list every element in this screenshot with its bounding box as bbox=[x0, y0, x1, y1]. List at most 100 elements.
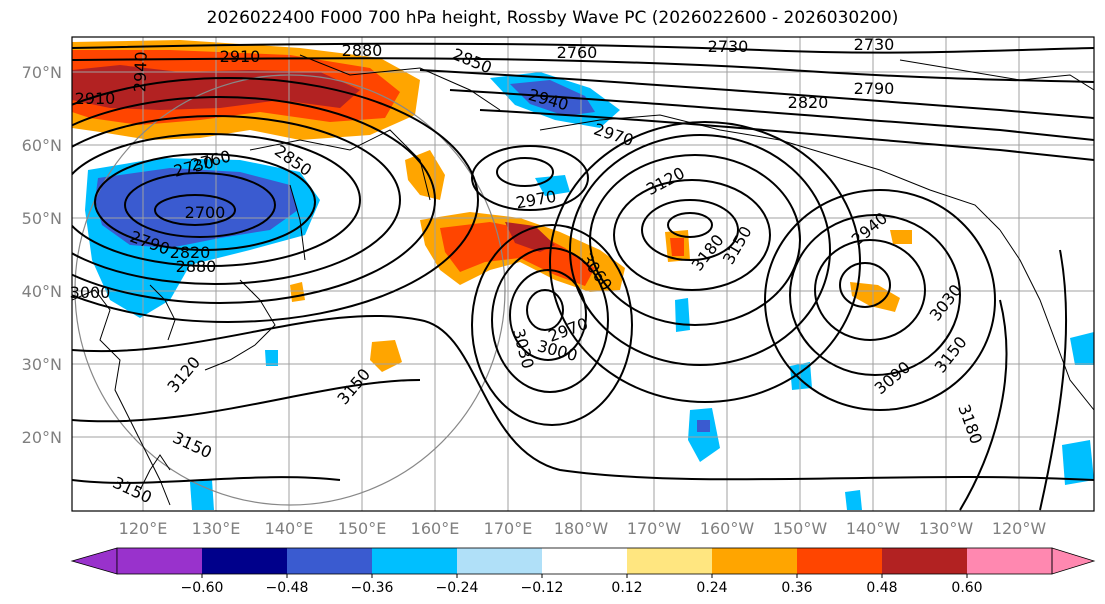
low-asia-2 bbox=[124, 172, 276, 238]
contour-label: 2880 bbox=[342, 41, 383, 60]
anomaly-positive-kamchatka bbox=[405, 150, 445, 200]
colorbar-segment bbox=[797, 548, 882, 574]
lon-label: 160°E bbox=[411, 519, 460, 538]
contour-tropics-3 bbox=[72, 476, 341, 484]
contour-label: 2730 bbox=[854, 35, 895, 54]
high-central-2 bbox=[641, 199, 739, 261]
low-pacific-4 bbox=[471, 224, 633, 426]
lat-label: 60°N bbox=[22, 136, 62, 155]
colorbar-segment bbox=[287, 548, 372, 574]
coast-philippines bbox=[139, 454, 171, 491]
lon-label: 180°W bbox=[554, 519, 609, 538]
anomaly-negative-small-9 bbox=[265, 350, 278, 366]
anomaly-positive-small-2 bbox=[670, 238, 684, 256]
anomaly-negative-small-2 bbox=[675, 298, 690, 332]
high-east-4 bbox=[764, 189, 996, 411]
colorbar-tick: −0.48 bbox=[266, 580, 309, 596]
map-title: 2026022400 F000 700 hPa height, Rossby W… bbox=[206, 8, 899, 28]
colorbar-segment bbox=[457, 548, 542, 574]
high-east-3 bbox=[789, 214, 961, 376]
contour-label: 2910 bbox=[75, 89, 116, 108]
high-central-5 bbox=[569, 134, 831, 366]
contour-label: 3150 bbox=[931, 333, 971, 377]
low-bering-2 bbox=[471, 145, 589, 211]
colorbar-tick: 0.12 bbox=[611, 580, 642, 596]
colorbar-tick: −0.24 bbox=[436, 580, 479, 596]
lon-label: 140°E bbox=[265, 519, 314, 538]
low-bering-1 bbox=[496, 157, 554, 187]
coast-asia bbox=[72, 289, 171, 506]
contour-label: 3150 bbox=[333, 365, 374, 408]
map-frame bbox=[71, 36, 1095, 512]
contour-label: 2760 bbox=[557, 43, 598, 62]
lat-label: 70°N bbox=[22, 63, 62, 82]
colorbar-tick: 0.60 bbox=[951, 580, 982, 596]
lon-label: 140°W bbox=[846, 519, 901, 538]
contour-east-2 bbox=[1039, 249, 1068, 511]
contour-label: 3000 bbox=[535, 336, 579, 365]
low-pacific-2 bbox=[509, 269, 587, 361]
lon-label: 170°W bbox=[627, 519, 682, 538]
contour-arctic-5 bbox=[479, 109, 1094, 161]
anomaly-negative-small-7 bbox=[1070, 332, 1094, 365]
latitude-labels: 70°N 60°N 50°N 40°N 30°N 20°N bbox=[22, 63, 62, 447]
anomaly-negative-small-1 bbox=[535, 175, 570, 196]
contour-label: 3180 bbox=[954, 402, 986, 447]
high-central-3 bbox=[613, 179, 771, 291]
contour-label: 2820 bbox=[170, 243, 211, 262]
lon-label: 150°E bbox=[338, 519, 387, 538]
lat-label: 30°N bbox=[22, 355, 62, 374]
contour-arctic-3 bbox=[419, 69, 1094, 119]
colorbar-segment bbox=[627, 548, 712, 574]
low-asia-3 bbox=[94, 153, 316, 251]
colorbar-tick: 0.24 bbox=[696, 580, 727, 596]
coast-alaska bbox=[539, 114, 1001, 231]
colorbar-tick: −0.36 bbox=[351, 580, 394, 596]
lon-label: 150°W bbox=[773, 519, 828, 538]
low-asia-1 bbox=[154, 194, 236, 226]
coast-korea bbox=[149, 284, 176, 341]
lon-label: 160°W bbox=[700, 519, 755, 538]
colorbar-tick: 0.48 bbox=[866, 580, 897, 596]
contour-label: 3150 bbox=[170, 428, 215, 462]
high-east-1 bbox=[839, 262, 891, 308]
contour-tropics-2 bbox=[72, 379, 421, 423]
colorbar-segment bbox=[372, 548, 457, 574]
anomaly-positive-small-6 bbox=[290, 282, 305, 302]
contour-label: 2940 bbox=[130, 51, 150, 92]
colorbar-segment bbox=[882, 548, 967, 574]
anomaly-negative-bering-core bbox=[510, 80, 595, 116]
contour-label: 2820 bbox=[788, 93, 829, 112]
colorbar-extend-low bbox=[70, 547, 118, 575]
colorbar-extend-high bbox=[1051, 547, 1096, 575]
coast-nw-america bbox=[999, 229, 1094, 411]
contour-label: 2880 bbox=[176, 257, 217, 276]
height-contours bbox=[72, 42, 1094, 511]
colorbar: −0.60 −0.48 −0.36 −0.24 −0.12 0.12 0.24 … bbox=[70, 547, 1096, 596]
longitude-labels: 120°E 130°E 140°E 150°E 160°E 170°E 180°… bbox=[119, 519, 1047, 538]
low-asia-7 bbox=[72, 77, 479, 323]
anomaly-positive-small-4 bbox=[890, 230, 912, 244]
coast-sakhalin bbox=[289, 184, 306, 261]
contour-label: 2700 bbox=[185, 203, 226, 222]
low-asia-6 bbox=[72, 96, 436, 304]
lat-label: 40°N bbox=[22, 282, 62, 301]
lat-label: 50°N bbox=[22, 209, 62, 228]
colorbar-segment bbox=[202, 548, 287, 574]
contour-arctic-4 bbox=[449, 89, 1094, 141]
anomaly-positive-small-3 bbox=[850, 282, 900, 312]
coastlines bbox=[72, 54, 1094, 506]
low-asia-4 bbox=[72, 133, 361, 267]
lon-label: 130°E bbox=[192, 519, 241, 538]
anomaly-negative-small-10 bbox=[845, 490, 862, 510]
contour-label: 3150 bbox=[110, 473, 155, 507]
colorbar-tick: 0.36 bbox=[781, 580, 812, 596]
colorbar-tick: −0.12 bbox=[521, 580, 564, 596]
anomaly-shading bbox=[72, 40, 1094, 510]
high-central-4 bbox=[589, 154, 801, 326]
colorbar-segment bbox=[117, 548, 202, 574]
contour-label: 3120 bbox=[643, 163, 688, 199]
colorbar-segment bbox=[712, 548, 797, 574]
contour-tropics-1 bbox=[72, 314, 1094, 481]
